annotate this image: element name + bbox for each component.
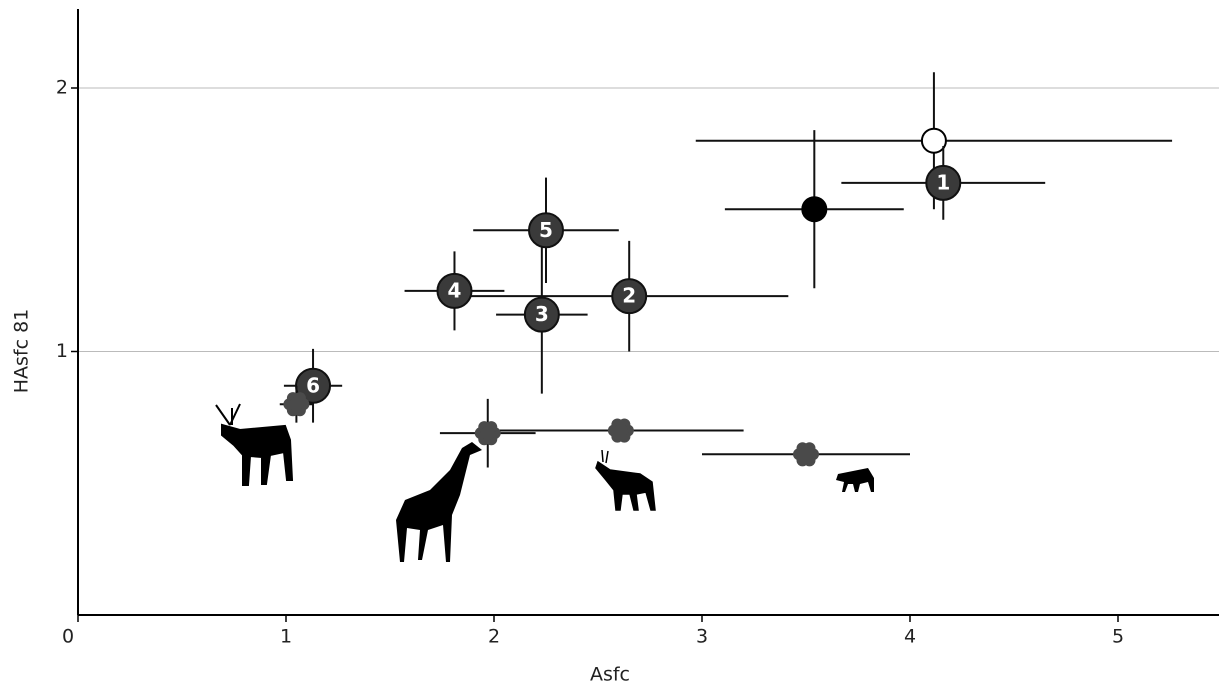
point-label: 2: [622, 284, 636, 308]
x-tick-label: 5: [1112, 626, 1124, 648]
petal-center: [613, 423, 628, 438]
deer-silhouette: [215, 403, 294, 486]
point: [607, 418, 634, 443]
point: [611, 278, 648, 315]
point: [925, 164, 962, 201]
x-axis-label: Asfc: [590, 664, 630, 686]
x-tick-label: 4: [904, 626, 916, 648]
animal-silhouettes: [215, 403, 874, 562]
point: [283, 392, 310, 417]
point-label: 5: [539, 218, 553, 242]
point-label: 4: [448, 278, 462, 302]
point: [528, 212, 564, 249]
series: [724, 130, 904, 289]
x-tick-label: 2: [488, 626, 500, 648]
x-tick-label: 1: [280, 626, 292, 648]
y-tick-label: 1: [56, 340, 68, 362]
point: [436, 272, 473, 309]
point: [474, 421, 501, 446]
series: 1 2 3 4 5 6: [283, 145, 1046, 423]
petal-center: [799, 447, 813, 462]
point: [523, 296, 560, 333]
point-label: 3: [535, 302, 549, 326]
petal-center: [480, 426, 495, 441]
x-tick-label: 3: [696, 626, 708, 648]
x-tick-label: 0: [62, 626, 74, 648]
point: [920, 127, 947, 154]
series: [279, 385, 910, 468]
gazelle-silhouette: [595, 449, 656, 511]
dikdik-silhouette: [836, 468, 874, 492]
point: [801, 196, 828, 223]
petal-center: [289, 397, 304, 412]
point-label: 1: [936, 170, 950, 194]
y-tick-label: 2: [56, 77, 68, 99]
point-label: 6: [306, 373, 320, 397]
point: [793, 442, 819, 467]
y-axis-label: HAsfc 81: [11, 309, 33, 394]
giraffe-silhouette: [396, 442, 482, 562]
